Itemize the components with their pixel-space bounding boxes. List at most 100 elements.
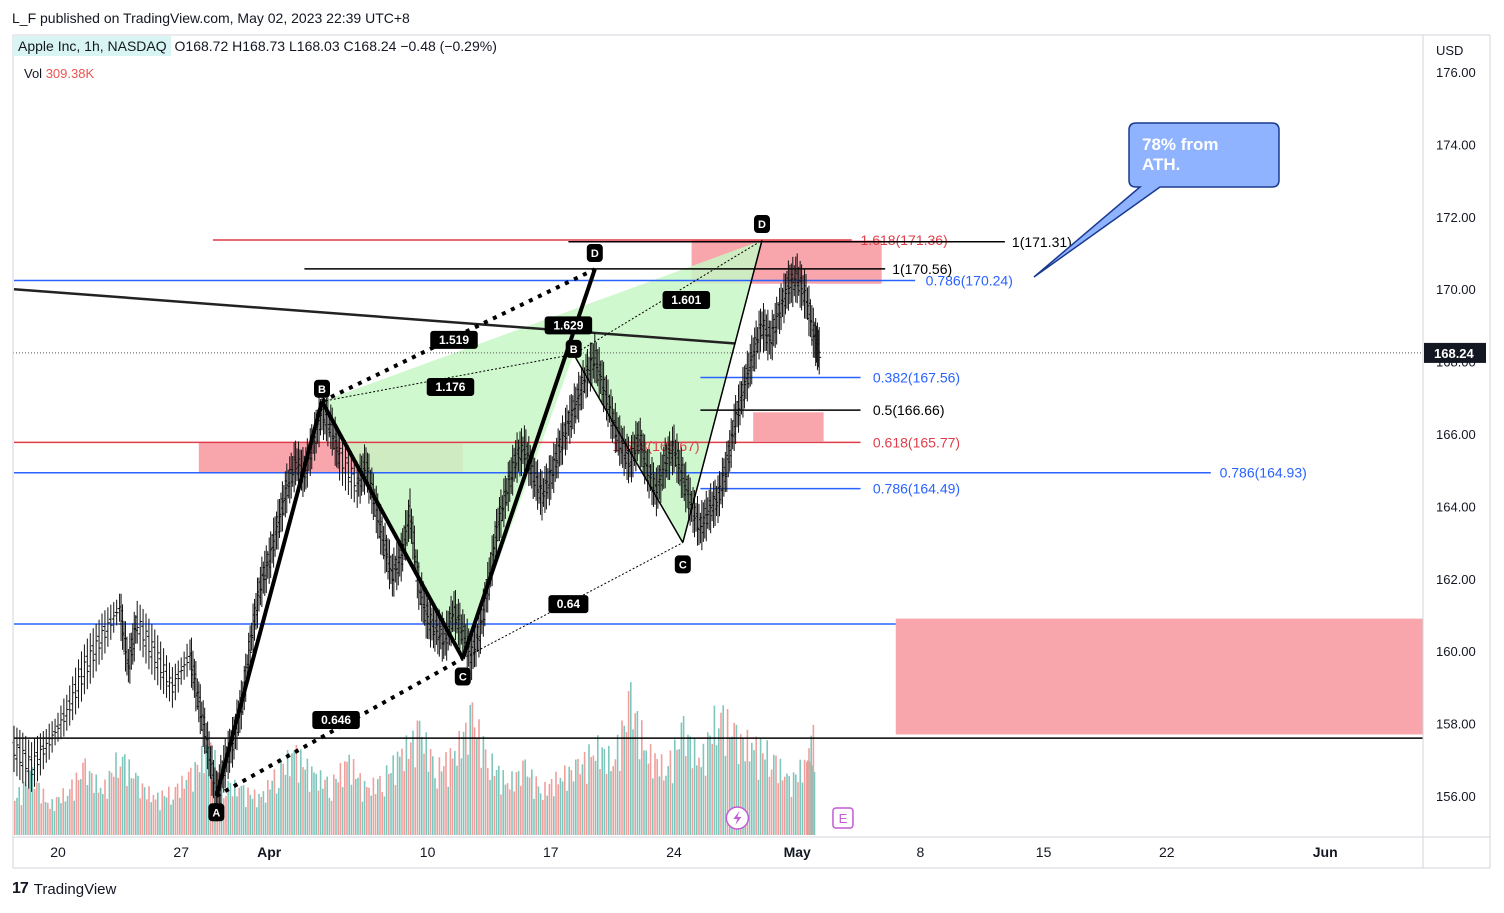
ratio-label-box: [430, 330, 478, 349]
point-label-box: [586, 244, 603, 262]
volume-bar: [806, 761, 808, 835]
volume-bar: [489, 779, 491, 835]
point-label-box: [565, 339, 582, 358]
volume-bar: [735, 724, 738, 835]
ratio-label: 0.646: [321, 713, 351, 727]
volume-bar: [289, 776, 291, 835]
volume-bar: [286, 750, 289, 835]
pattern-leg: [320, 400, 465, 660]
currency-label: USD: [1436, 43, 1463, 58]
volume-bar: [707, 732, 709, 835]
symbol-name[interactable]: Apple Inc, 1h, NASDAQ: [14, 36, 171, 56]
volume-bar: [797, 782, 799, 835]
volume-bar: [22, 781, 25, 835]
ratio-label: 1.519: [439, 333, 469, 347]
volume-bar: [14, 800, 16, 835]
volume-bar: [291, 753, 293, 835]
volume-bar: [539, 793, 542, 835]
volume-bar: [566, 790, 568, 835]
volume-bar: [385, 765, 388, 835]
volume-bar: [597, 735, 599, 835]
volume-bar: [412, 730, 414, 835]
volume-bar: [113, 776, 115, 835]
volume-bar: [187, 771, 190, 835]
volume-bar: [654, 753, 656, 835]
volume-bar: [500, 794, 502, 835]
volume-bar: [812, 724, 815, 835]
volume-bar: [709, 735, 711, 835]
volume-bar: [526, 776, 529, 835]
volume-bar: [414, 767, 416, 835]
volume-bar: [813, 771, 816, 835]
publisher-line: L_F published on TradingView.com, May 02…: [12, 10, 410, 26]
volume-bar: [801, 782, 804, 835]
volume-bar: [141, 783, 144, 835]
volume-bar: [38, 782, 40, 835]
volume-bar: [652, 778, 654, 835]
volume-bar: [570, 770, 573, 835]
volume-bar: [104, 779, 106, 835]
volume-bar: [627, 691, 630, 835]
volume-bar: [572, 781, 575, 835]
volume-bar: [495, 769, 498, 835]
volume-bar: [311, 766, 313, 835]
volume-bar: [102, 793, 104, 835]
volume-bar: [84, 758, 86, 835]
volume-bar: [196, 764, 199, 835]
volume-bar: [269, 789, 271, 835]
volume-bar: [346, 761, 348, 835]
volume-bar: [759, 738, 762, 835]
volume-bar: [216, 770, 218, 835]
y-tick-label: 162.00: [1436, 572, 1476, 587]
volume-bar: [119, 766, 122, 835]
volume-bar: [432, 756, 434, 835]
volume-bar: [451, 758, 454, 835]
level-label: 0.382(167.56): [873, 370, 960, 386]
volume-bar: [557, 784, 559, 835]
volume-bar: [172, 799, 174, 835]
volume-bar: [647, 763, 650, 835]
volume-bar: [740, 734, 742, 835]
volume-bar: [297, 782, 300, 835]
volume-bar: [779, 758, 782, 835]
volume-bar: [568, 766, 570, 835]
ratio-label: 0.64: [557, 597, 581, 611]
volume-bar: [192, 791, 194, 835]
tradingview-logo-icon: 17: [12, 880, 29, 897]
volume-bar: [476, 738, 478, 835]
volume-bar: [185, 780, 188, 835]
volume-bar: [377, 779, 379, 835]
volume-bar: [124, 754, 126, 835]
volume-bar: [581, 764, 584, 835]
volume-bar: [773, 754, 775, 835]
volume-bar: [449, 748, 452, 835]
volume-bar: [53, 810, 56, 835]
volume-legend: Vol 309.38K: [24, 66, 94, 81]
volume-bar: [381, 791, 383, 835]
volume-bar: [704, 775, 707, 835]
volume-bar: [724, 755, 727, 835]
volume-bar: [465, 722, 467, 835]
volume-bar: [152, 794, 155, 835]
level-label: 0.618(165.77): [873, 434, 960, 450]
volume-bar: [337, 782, 339, 835]
volume-bar: [522, 760, 524, 835]
open-label: O: [174, 38, 186, 54]
volume-bar: [18, 787, 20, 835]
trendline: [13, 287, 736, 345]
volume-bar: [154, 799, 157, 835]
volume-bar: [561, 781, 564, 835]
volume-bar: [537, 786, 540, 835]
volume-bar: [559, 777, 562, 835]
volume-bar: [757, 779, 760, 835]
volume-bar: [790, 796, 793, 835]
volume-bar: [544, 781, 546, 835]
level-label: 1.618(171.36): [861, 232, 948, 248]
volume-bar: [691, 768, 694, 835]
volume-bar: [603, 749, 606, 835]
volume-bar: [407, 758, 410, 835]
ratio-label: 1.601: [671, 293, 701, 307]
volume-bar: [748, 761, 751, 835]
pattern-leg-small: [573, 353, 684, 543]
